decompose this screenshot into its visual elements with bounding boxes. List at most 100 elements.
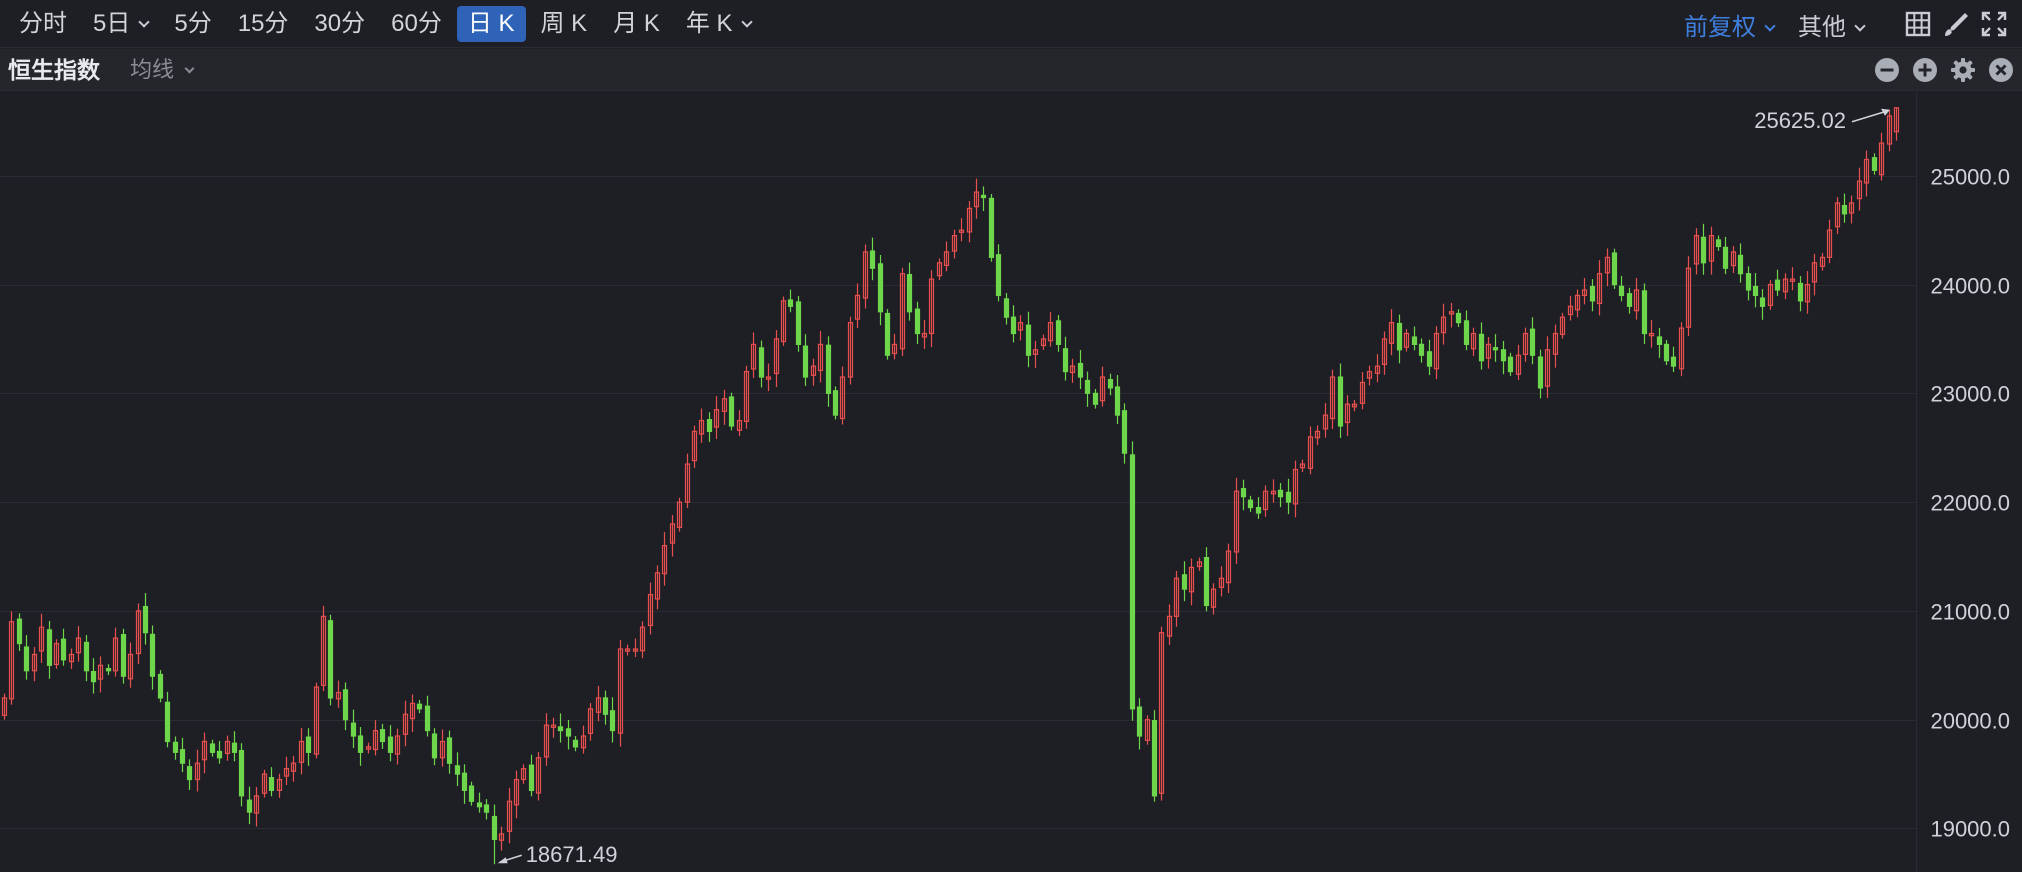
candle-body bbox=[194, 762, 201, 781]
tab-5min[interactable]: 5分 bbox=[163, 6, 222, 42]
candle-body bbox=[839, 376, 846, 420]
tab-label: 年 K bbox=[685, 10, 733, 37]
candle-body bbox=[1819, 256, 1826, 267]
candle-body bbox=[1381, 338, 1388, 366]
candle-body bbox=[105, 667, 112, 672]
tab-daily-k[interactable]: 日 K bbox=[456, 6, 526, 42]
timeframe-tabs: 分时 5日 5分 15分 30分 60分 日 K 周 K 月 K 年 K bbox=[8, 6, 766, 42]
candle-body bbox=[1708, 234, 1715, 262]
candle-series bbox=[1, 107, 1900, 865]
candle-body bbox=[1811, 262, 1818, 283]
indicator-dropdown[interactable]: 均线 bbox=[130, 49, 195, 91]
candle-body bbox=[1589, 285, 1596, 302]
candle-body bbox=[550, 724, 557, 728]
close-icon[interactable] bbox=[1988, 57, 2014, 83]
candle-body bbox=[810, 365, 817, 376]
candle-body bbox=[602, 697, 609, 715]
candle-body bbox=[394, 735, 401, 755]
candle-body bbox=[817, 343, 824, 372]
tab-30min[interactable]: 30分 bbox=[303, 6, 376, 42]
candle-body bbox=[1203, 557, 1210, 607]
candlestick-chart[interactable]: 25000.0 24000.0 23000.0 22000.0 21000.0 20000… bbox=[0, 92, 2022, 872]
candle-body bbox=[246, 799, 253, 813]
candle-body bbox=[1003, 298, 1010, 318]
candle-body bbox=[38, 626, 45, 652]
candle-body bbox=[802, 345, 809, 378]
tab-5day[interactable]: 5日 bbox=[82, 6, 159, 42]
candle-body bbox=[1388, 322, 1395, 344]
tab-label: 分时 bbox=[19, 10, 67, 37]
candle-body bbox=[847, 322, 854, 378]
candle-body bbox=[1285, 491, 1292, 503]
candle-body bbox=[1032, 349, 1039, 355]
tab-label: 5分 bbox=[174, 10, 212, 37]
candle-body bbox=[1151, 719, 1158, 797]
candle-body bbox=[298, 740, 305, 763]
candle-body bbox=[372, 729, 379, 751]
candle-body bbox=[179, 749, 186, 764]
candle-body bbox=[1062, 348, 1069, 373]
adjustment-dropdown[interactable]: 前复权 bbox=[1684, 7, 1776, 42]
candle-body bbox=[1759, 297, 1766, 307]
candle-body bbox=[75, 637, 82, 654]
candle-body bbox=[854, 294, 861, 320]
candle-body bbox=[1648, 332, 1655, 337]
y-tick-label: 20000.0 bbox=[1930, 709, 2010, 734]
candle-body bbox=[654, 572, 661, 600]
candle-body bbox=[120, 634, 127, 677]
candle-body bbox=[1841, 204, 1848, 215]
candle-body bbox=[313, 686, 320, 755]
candle-body bbox=[1893, 107, 1900, 133]
candle-body bbox=[691, 430, 698, 462]
chevron-down-icon bbox=[184, 63, 195, 74]
candle-body bbox=[973, 191, 980, 208]
candle-body bbox=[572, 739, 579, 748]
settings-icon[interactable] bbox=[1950, 57, 1976, 83]
candle-body bbox=[765, 376, 772, 380]
fullscreen-icon[interactable] bbox=[1980, 10, 2008, 38]
candle-body bbox=[684, 463, 691, 503]
candle-body bbox=[1596, 273, 1603, 305]
zoom-in-icon[interactable] bbox=[1912, 57, 1938, 83]
candle-body bbox=[335, 691, 342, 700]
adjustment-label: 前复权 bbox=[1684, 13, 1756, 41]
candle-body bbox=[1715, 239, 1722, 248]
candle-body bbox=[1314, 430, 1321, 439]
candle-body bbox=[431, 733, 438, 759]
chart-controls bbox=[1862, 57, 2014, 83]
tab-yearly-k[interactable]: 年 K bbox=[675, 6, 762, 42]
layout-icon[interactable] bbox=[1904, 10, 1932, 38]
y-tick-label: 22000.0 bbox=[1930, 491, 2010, 516]
candle-body bbox=[928, 278, 935, 335]
tab-monthly-k[interactable]: 月 K bbox=[602, 6, 671, 42]
chart-subheader: 恒生指数 均线 bbox=[0, 49, 2022, 91]
candle-body bbox=[1670, 356, 1677, 367]
candle-body bbox=[201, 740, 208, 761]
candle-body bbox=[350, 722, 357, 737]
candle-body bbox=[216, 750, 223, 759]
candle-body bbox=[112, 637, 119, 672]
candle-body bbox=[943, 251, 950, 267]
chevron-down-icon bbox=[138, 16, 151, 28]
candle-body bbox=[365, 746, 372, 750]
candle-body bbox=[795, 301, 802, 345]
tab-60min[interactable]: 60分 bbox=[380, 6, 453, 42]
zoom-out-icon[interactable] bbox=[1874, 57, 1900, 83]
candle-body bbox=[8, 621, 15, 700]
tab-intraday[interactable]: 分时 bbox=[8, 6, 78, 42]
draw-icon[interactable] bbox=[1942, 10, 1970, 38]
candle-body bbox=[1663, 343, 1670, 362]
candle-body bbox=[565, 728, 572, 737]
tab-15min[interactable]: 15分 bbox=[227, 6, 300, 42]
tab-weekly-k[interactable]: 周 K bbox=[530, 6, 599, 42]
candle-body bbox=[520, 768, 527, 781]
chevron-down-icon bbox=[1854, 19, 1866, 32]
tab-label: 15分 bbox=[237, 10, 289, 37]
other-dropdown[interactable]: 其他 bbox=[1798, 7, 1866, 42]
candle-body bbox=[988, 197, 995, 258]
candle-body bbox=[706, 419, 713, 433]
candle-body bbox=[877, 263, 884, 313]
candle-body bbox=[402, 713, 409, 735]
candle-body bbox=[1433, 332, 1440, 370]
candle-body bbox=[142, 605, 149, 634]
